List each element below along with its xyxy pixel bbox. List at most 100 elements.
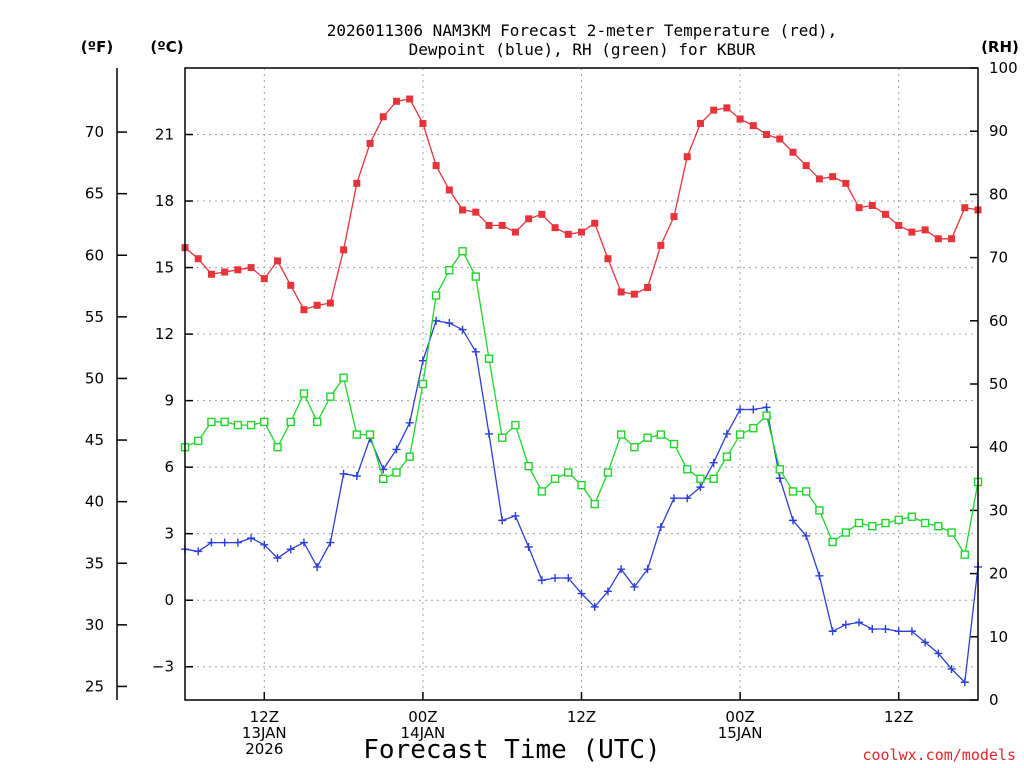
dewpoint-point (418, 356, 427, 365)
rh-point (352, 430, 362, 439)
rh-point (418, 379, 428, 389)
dewpoint-point (326, 538, 335, 547)
celsius-unit-label: (ºC) (150, 38, 183, 56)
rh-point (405, 452, 414, 461)
temperature-point (815, 175, 823, 183)
temperature-point (247, 264, 255, 272)
celsius-tick-label: 12 (155, 325, 174, 343)
rh-point (590, 499, 599, 509)
dewpoint-point (220, 538, 229, 547)
fahrenheit-tick-label: 25 (85, 677, 104, 695)
rh-point (907, 512, 917, 521)
temperature-point (511, 228, 519, 236)
temperature-point (670, 213, 678, 221)
rh-point (286, 417, 295, 427)
dewpoint-point (921, 638, 930, 647)
fahrenheit-unit-label: (ºF) (81, 38, 113, 56)
temperature-point (525, 215, 533, 223)
dewpoint-point (299, 538, 308, 547)
rh-point (484, 354, 494, 363)
temperature-point (710, 106, 718, 114)
temperature-point (763, 131, 771, 139)
rh-point (775, 465, 784, 474)
dewpoint-point (894, 627, 903, 636)
rh-point (577, 480, 586, 490)
rh-tick-label: 80 (989, 185, 1008, 203)
temperature-point (802, 162, 810, 170)
x-axis-title: Forecast Time (UTC) (363, 735, 660, 765)
rh-tick-label: 0 (989, 691, 999, 709)
dewpoint-point (643, 565, 652, 574)
rh-point (643, 433, 652, 442)
credit-text: coolwx.com/models (862, 746, 1016, 764)
temperature-point (683, 153, 691, 161)
temperature-point (459, 206, 467, 214)
temperature-point (564, 230, 572, 238)
rh-point (868, 522, 877, 531)
temperature-point (432, 162, 440, 170)
temperature-point (630, 290, 638, 298)
dewpoint-point (247, 534, 256, 543)
dewpoint-point (233, 538, 242, 547)
rh-point (709, 474, 718, 483)
dewpoint-point (656, 523, 665, 532)
rh-point (735, 430, 745, 439)
temperature-point (445, 186, 453, 194)
dewpoint-point (868, 625, 877, 634)
temperature-point (948, 235, 956, 243)
temperature-point (340, 246, 348, 254)
rh-point (524, 461, 533, 471)
dewpoint-point (617, 565, 626, 574)
chart-title-line1: 2026011306 NAM3KM Forecast 2-meter Tempe… (327, 21, 838, 40)
fahrenheit-tick-label: 45 (85, 431, 104, 449)
rh-point (788, 487, 798, 496)
temperature-point (392, 97, 400, 105)
rh-point (894, 515, 903, 525)
rh-tick-label: 40 (989, 438, 1008, 456)
dewpoint-point (881, 625, 890, 634)
temperature-point (260, 275, 268, 283)
rh-point (273, 443, 282, 452)
fahrenheit-tick-label: 70 (85, 123, 104, 141)
rh-point (365, 430, 375, 439)
temperature-point (881, 210, 889, 218)
temperature-point (234, 266, 242, 274)
dewpoint-point (286, 545, 295, 554)
dewpoint-point (194, 547, 203, 556)
temperature-point (578, 228, 585, 236)
dewpoint-point (352, 472, 361, 481)
rh-point (550, 474, 560, 483)
dewpoint-point (960, 678, 969, 687)
temperature-point (313, 301, 321, 309)
dewpoint-point (273, 554, 282, 563)
temperature-point (723, 104, 731, 112)
dewpoint-point (484, 429, 493, 438)
plot-frame (184, 67, 979, 701)
rh-point (339, 373, 348, 382)
rh-point (749, 424, 758, 433)
dewpoint-point (564, 574, 573, 583)
temperature-point (908, 228, 916, 236)
temperature-point (538, 210, 546, 218)
dewpoint-point (458, 325, 467, 334)
rh-tick-label: 10 (989, 628, 1008, 646)
dewpoint-point (802, 531, 811, 540)
temperature-point (657, 241, 665, 249)
rh-point (392, 468, 401, 477)
temperature-point (868, 201, 876, 209)
fahrenheit-tick-label: 40 (85, 493, 104, 511)
fahrenheit-tick-label: 50 (85, 369, 104, 387)
rh-point (537, 487, 547, 496)
fahrenheit-tick-label: 55 (85, 308, 104, 326)
dewpoint-point (670, 494, 679, 503)
time-tick-label: 12Z (884, 708, 913, 726)
dewpoint-point (207, 538, 216, 547)
dewpoint-point (590, 602, 599, 611)
rh-unit-label: (RH) (981, 38, 1019, 56)
time-tick-label: 00Z (725, 708, 754, 726)
rh-point (960, 550, 969, 559)
rh-point (326, 392, 335, 401)
fahrenheit-tick-label: 60 (85, 246, 104, 264)
rh-point (828, 537, 837, 547)
dewpoint-point (841, 620, 850, 629)
